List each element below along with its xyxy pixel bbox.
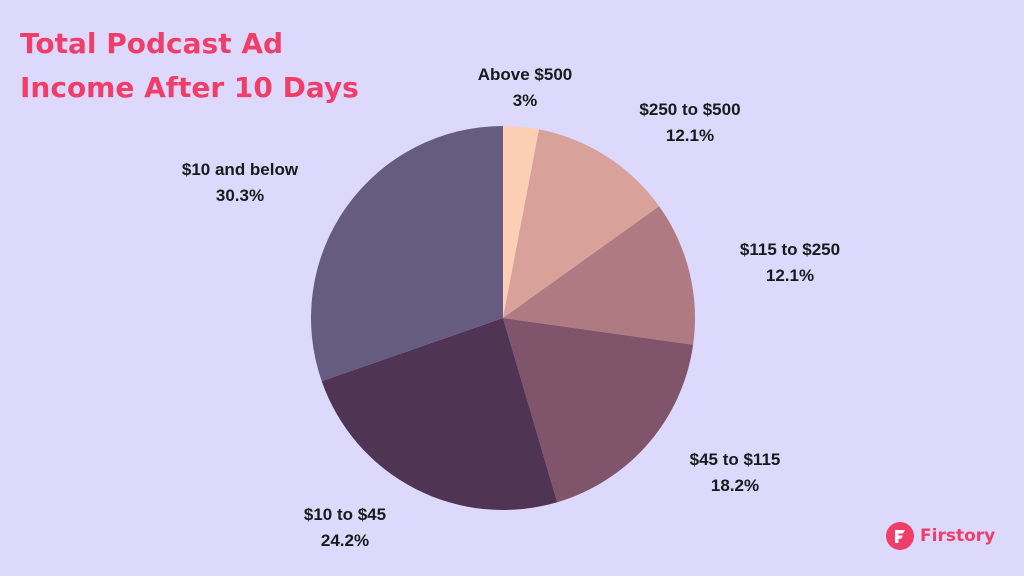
slice-category-label: $10 and below: [182, 160, 299, 179]
slice-label: $115 to $250 12.1%: [740, 240, 840, 285]
slice-percent-label: 18.2%: [711, 476, 759, 495]
slice-category-label: $10 to $45: [304, 505, 386, 524]
slice-label: $10 and below 30.3%: [182, 160, 299, 205]
slice-percent-label: 24.2%: [321, 531, 369, 550]
pie-slice: [311, 126, 503, 382]
page-title-line-1: Total Podcast Ad: [20, 27, 284, 60]
page-title: Total Podcast Ad Income After 10 Days: [20, 22, 440, 110]
slice-label: Above $500 3%: [478, 65, 573, 110]
pie-slice: [503, 129, 660, 318]
pie-slice: [503, 206, 695, 345]
brand-name: Firstory: [920, 526, 996, 546]
pie-slices: [311, 126, 695, 510]
firstory-logo-icon: [886, 522, 914, 550]
slice-percent-label: 30.3%: [216, 186, 264, 205]
slice-label: $250 to $500 12.1%: [639, 100, 740, 145]
slice-label: $10 to $45 24.2%: [304, 505, 386, 550]
brand-logo: Firstory: [886, 522, 995, 550]
slice-percent-label: 12.1%: [666, 126, 714, 145]
slice-category-label: $115 to $250: [740, 240, 840, 259]
slice-percent-label: 3%: [513, 91, 538, 110]
pie-slice: [321, 318, 558, 510]
slice-category-label: $45 to $115: [690, 450, 781, 469]
slice-percent-label: 12.1%: [766, 266, 814, 285]
slice-label: $45 to $115 18.2%: [690, 450, 781, 495]
slice-category-label: Above $500: [478, 65, 573, 84]
pie-slice: [503, 126, 540, 318]
page-title-line-2: Income After 10 Days: [20, 71, 359, 104]
pie-labels: Above $500 3% $250 to $500 12.1%$115 to $25…: [182, 65, 840, 550]
slice-category-label: $250 to $500: [639, 100, 740, 119]
pie-slice: [503, 318, 694, 503]
